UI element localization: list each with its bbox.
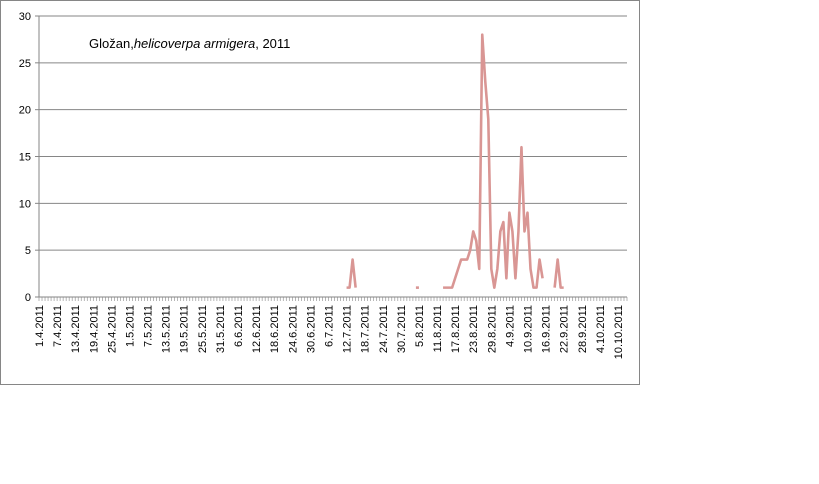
chart-area: [0, 0, 640, 385]
x-tick-label: 10.9.2011: [522, 305, 534, 353]
x-tick-label: 4.9.2011: [504, 305, 516, 347]
x-axis-tick-labels: 1.4.2011 7.4.2011 13.4.2011 19.4.2011 25.4.2…: [34, 305, 625, 359]
x-tick-label: 1.5.2011: [124, 305, 136, 347]
x-tick-label: 11.8.2011: [432, 305, 444, 352]
x-tick-label: 30.6.2011: [305, 305, 317, 353]
y-axis-tick-labels: 0 5 10 15 20 25 30: [19, 11, 39, 304]
x-tick-label: 5.8.2011: [414, 305, 426, 347]
y-tick-label: 20: [19, 105, 31, 117]
chart-title: Gložan,helicoverpa armigera, 2011: [89, 36, 290, 51]
series-line-segment: [553, 258, 564, 289]
x-tick-label: 18.7.2011: [360, 305, 372, 353]
x-tick-label: 19.4.2011: [88, 305, 100, 353]
x-tick-label: 6.6.2011: [233, 305, 245, 347]
x-tick-label: 17.8.2011: [450, 305, 462, 353]
chart-title-part: , 2011: [255, 36, 290, 51]
gridlines: [39, 15, 627, 251]
x-tick-label: 1.4.2011: [34, 305, 46, 347]
series-line-segment: [443, 33, 544, 289]
y-tick-label: 0: [25, 292, 31, 304]
x-tick-label: 10.10.2011: [613, 305, 625, 359]
x-tick-label: 25.5.2011: [197, 305, 209, 353]
y-tick-label: 25: [19, 58, 31, 70]
chart-title-part: helicoverpa armigera: [134, 36, 255, 51]
x-tick-label: 31.5.2011: [215, 305, 227, 353]
x-tick-label: 4.10.2011: [595, 305, 607, 353]
x-tick-label: 22.9.2011: [559, 305, 571, 353]
x-tick-label: 29.8.2011: [486, 305, 498, 353]
x-tick-label: 19.5.2011: [179, 305, 191, 353]
x-tick-label: 6.7.2011: [323, 305, 335, 347]
series-line-segment: [346, 258, 357, 289]
x-tick-label: 12.7.2011: [342, 305, 354, 353]
y-tick-label: 10: [19, 198, 31, 210]
y-tick-label: 5: [25, 245, 31, 257]
x-tick-label: 30.7.2011: [396, 305, 408, 353]
x-tick-label: 23.8.2011: [468, 305, 480, 353]
x-tick-label: 28.9.2011: [577, 305, 589, 353]
x-tick-label: 24.6.2011: [287, 305, 299, 353]
x-tick-label: 13.4.2011: [70, 305, 82, 353]
x-tick-label: 13.5.2011: [161, 305, 173, 353]
x-tick-label: 16.9.2011: [541, 305, 553, 353]
chart-title-part: Gložan,: [89, 36, 134, 51]
y-tick-label: 15: [19, 152, 31, 164]
axes: [38, 16, 628, 301]
x-tick-label: 25.4.2011: [106, 305, 118, 353]
x-tick-label: 12.6.2011: [251, 305, 263, 353]
x-tick-label: 7.4.2011: [52, 305, 64, 347]
x-tick-label: 18.6.2011: [269, 305, 281, 353]
series-lines: [346, 33, 564, 289]
x-tick-label: 7.5.2011: [143, 305, 155, 347]
x-tick-label: 24.7.2011: [378, 305, 390, 353]
y-tick-label: 30: [19, 11, 31, 23]
